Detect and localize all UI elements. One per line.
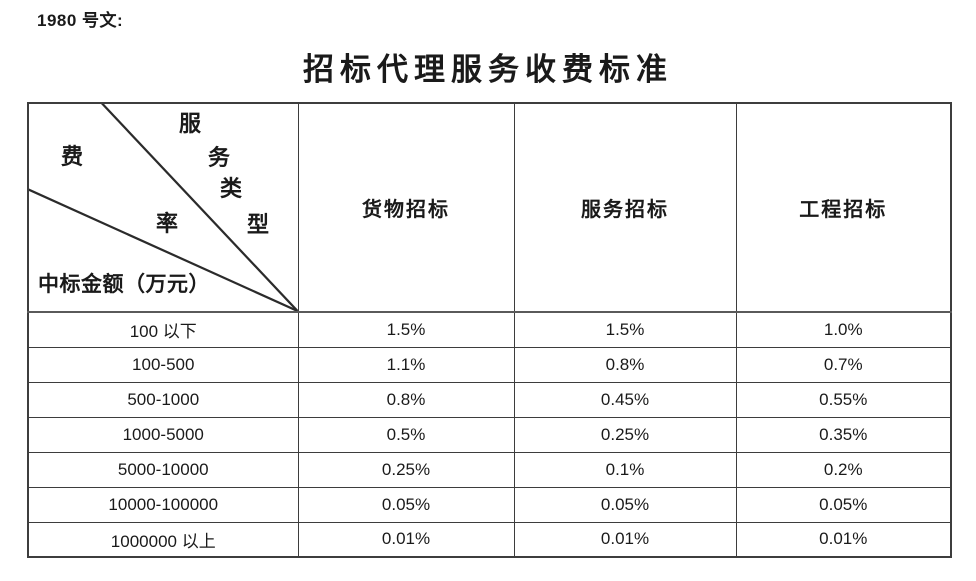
fee-cell: 0.2% [735, 451, 952, 488]
doc-number-label: 1980 号文: [37, 11, 124, 30]
fee-cell: 0.1% [513, 451, 737, 488]
row-label: 5000-10000 [27, 451, 299, 488]
fee-cell: 0.35% [735, 416, 952, 453]
column-header-works: 工程招标 [735, 102, 952, 313]
table-row: 1000-5000 0.5% 0.25% 0.35% [27, 416, 952, 453]
fee-cell: 1.0% [735, 311, 952, 348]
row-label: 10000-100000 [27, 486, 299, 523]
table-row: 5000-10000 0.25% 0.1% 0.2% [27, 451, 952, 488]
column-header-services: 服务招标 [513, 102, 737, 313]
row-label: 100 以下 [27, 311, 299, 348]
fee-cell: 0.45% [513, 381, 737, 418]
fee-cell: 0.01% [513, 521, 737, 558]
service-type-char: 务 [208, 145, 231, 170]
fee-cell: 0.8% [513, 346, 737, 383]
fee-rate-char: 费 [61, 144, 84, 169]
fee-cell: 0.8% [297, 381, 515, 418]
diagonal-divider-lines [29, 104, 297, 310]
fee-cell: 0.55% [735, 381, 952, 418]
fee-cell: 1.5% [513, 311, 737, 348]
header-row: 服 务 类 型 费 率 中标金额（万元） 货物招标 服务招标 工程招标 [27, 102, 952, 313]
row-label: 1000000 以上 [27, 521, 299, 558]
table-row: 10000-100000 0.05% 0.05% 0.05% [27, 486, 952, 523]
fee-cell: 0.01% [735, 521, 952, 558]
fee-cell: 0.25% [297, 451, 515, 488]
row-label: 500-1000 [27, 381, 299, 418]
service-type-char: 服 [179, 111, 202, 136]
fee-cell: 0.05% [735, 486, 952, 523]
row-label: 100-500 [27, 346, 299, 383]
fee-cell: 0.7% [735, 346, 952, 383]
table-row: 100 以下 1.5% 1.5% 1.0% [27, 311, 952, 348]
fee-cell: 1.5% [297, 311, 515, 348]
service-type-char: 类 [220, 176, 243, 201]
diagonal-header-cell: 服 务 类 型 费 率 中标金额（万元） [27, 102, 299, 313]
fee-cell: 0.01% [297, 521, 515, 558]
amount-axis-label: 中标金额（万元） [38, 272, 210, 296]
fee-rate-char: 率 [156, 211, 179, 236]
fee-cell: 0.25% [513, 416, 737, 453]
fee-cell: 0.5% [297, 416, 515, 453]
page-title: 招标代理服务收费标准 [303, 52, 673, 87]
service-type-char: 型 [247, 212, 270, 237]
fee-cell: 1.1% [297, 346, 515, 383]
fee-cell: 0.05% [513, 486, 737, 523]
fee-cell: 0.05% [297, 486, 515, 523]
fee-standard-table: 服 务 类 型 费 率 中标金额（万元） 货物招标 服务招标 工程招标 100 … [27, 102, 952, 558]
column-header-goods: 货物招标 [297, 102, 515, 313]
row-label: 1000-5000 [27, 416, 299, 453]
table-row: 100-500 1.1% 0.8% 0.7% [27, 346, 952, 383]
table-row: 500-1000 0.8% 0.45% 0.55% [27, 381, 952, 418]
table-row: 1000000 以上 0.01% 0.01% 0.01% [27, 521, 952, 558]
